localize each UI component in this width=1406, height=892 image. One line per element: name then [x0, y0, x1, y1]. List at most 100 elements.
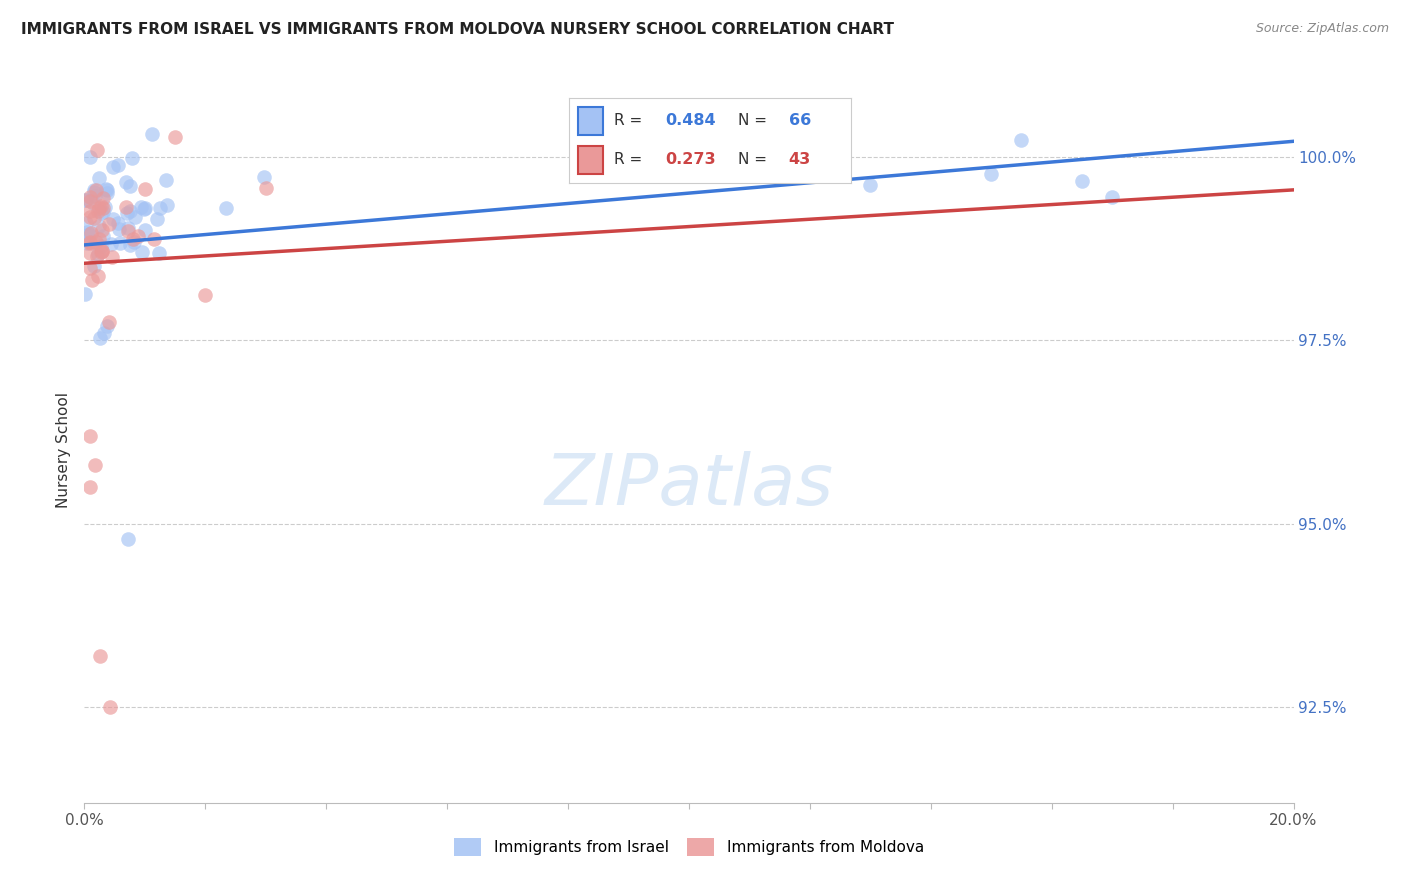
Point [89, 171, 111, 186]
Point [103, 161, 125, 175]
Point [115, 206, 138, 220]
Point [90, 222, 112, 236]
Point [120, 237, 142, 252]
Point [145, 212, 167, 227]
Point [91, 190, 114, 204]
Point [84, 235, 107, 250]
Point [980, 167, 1002, 181]
Point [100, 237, 122, 252]
Text: 66: 66 [789, 113, 811, 128]
Point [90, 244, 112, 258]
Point [94, 200, 117, 214]
Text: R =: R = [614, 153, 648, 168]
Point [98, 315, 121, 329]
Point [132, 202, 155, 216]
Point [155, 173, 177, 187]
Point [86, 246, 108, 260]
Point [108, 236, 131, 251]
Point [87, 268, 110, 283]
Point [75, 194, 97, 208]
Point [134, 223, 156, 237]
Point [83, 186, 105, 200]
Point [131, 245, 153, 260]
Point [678, 134, 700, 148]
Point [129, 200, 152, 214]
Point [120, 204, 142, 219]
Point [83, 211, 105, 225]
Point [121, 232, 143, 246]
Point [124, 211, 146, 225]
Point [83, 183, 105, 197]
Point [141, 127, 163, 141]
Point [156, 198, 179, 212]
Point [121, 151, 143, 165]
Point [75, 287, 97, 301]
Point [79, 194, 101, 209]
Point [83, 189, 105, 203]
Text: 43: 43 [789, 153, 811, 168]
Point [148, 245, 170, 260]
Point [134, 201, 156, 215]
Point [83, 458, 105, 472]
Point [79, 480, 101, 494]
Point [90, 239, 112, 253]
Point [91, 204, 114, 219]
Point [107, 158, 129, 172]
Text: 0.273: 0.273 [665, 153, 716, 168]
Text: N =: N = [738, 113, 772, 128]
Text: 0.484: 0.484 [665, 113, 716, 128]
Bar [578, 146, 603, 175]
Point [108, 222, 131, 236]
Point [769, 134, 792, 148]
Point [86, 249, 108, 263]
Point [254, 181, 277, 195]
Point [89, 219, 111, 233]
Point [127, 229, 149, 244]
Point [90, 199, 112, 213]
Point [100, 700, 122, 714]
Point [79, 429, 101, 443]
Point [87, 204, 110, 219]
Point [117, 532, 139, 546]
Point [91, 202, 114, 216]
Point [115, 200, 138, 214]
Point [1071, 174, 1094, 188]
Point [122, 235, 145, 249]
Point [117, 224, 139, 238]
Point [89, 331, 111, 345]
Y-axis label: Nursery School: Nursery School [56, 392, 72, 508]
Text: N =: N = [738, 153, 772, 168]
Point [91, 244, 114, 258]
Point [79, 227, 101, 241]
Point [142, 232, 165, 246]
Point [253, 170, 276, 185]
Point [75, 217, 97, 231]
Point [107, 216, 129, 230]
Point [79, 150, 101, 164]
Point [79, 235, 101, 249]
Point [101, 251, 124, 265]
Point [90, 244, 112, 259]
Point [82, 273, 104, 287]
Point [86, 143, 108, 157]
Point [79, 261, 101, 276]
Point [84, 183, 107, 197]
Point [588, 169, 610, 184]
Point [80, 226, 103, 240]
Point [96, 186, 118, 200]
Point [79, 236, 101, 251]
Point [120, 179, 142, 194]
Text: R =: R = [614, 113, 648, 128]
Point [194, 287, 217, 301]
Point [94, 181, 117, 195]
Point [89, 232, 111, 246]
Point [1101, 190, 1123, 204]
Text: IMMIGRANTS FROM ISRAEL VS IMMIGRANTS FROM MOLDOVA NURSERY SCHOOL CORRELATION CHA: IMMIGRANTS FROM ISRAEL VS IMMIGRANTS FRO… [21, 22, 894, 37]
Point [134, 182, 156, 196]
Text: ZIPatlas: ZIPatlas [544, 451, 834, 520]
Point [82, 195, 104, 210]
Point [114, 175, 136, 189]
Point [83, 260, 105, 274]
Text: Source: ZipAtlas.com: Source: ZipAtlas.com [1256, 22, 1389, 36]
Point [76, 235, 98, 250]
